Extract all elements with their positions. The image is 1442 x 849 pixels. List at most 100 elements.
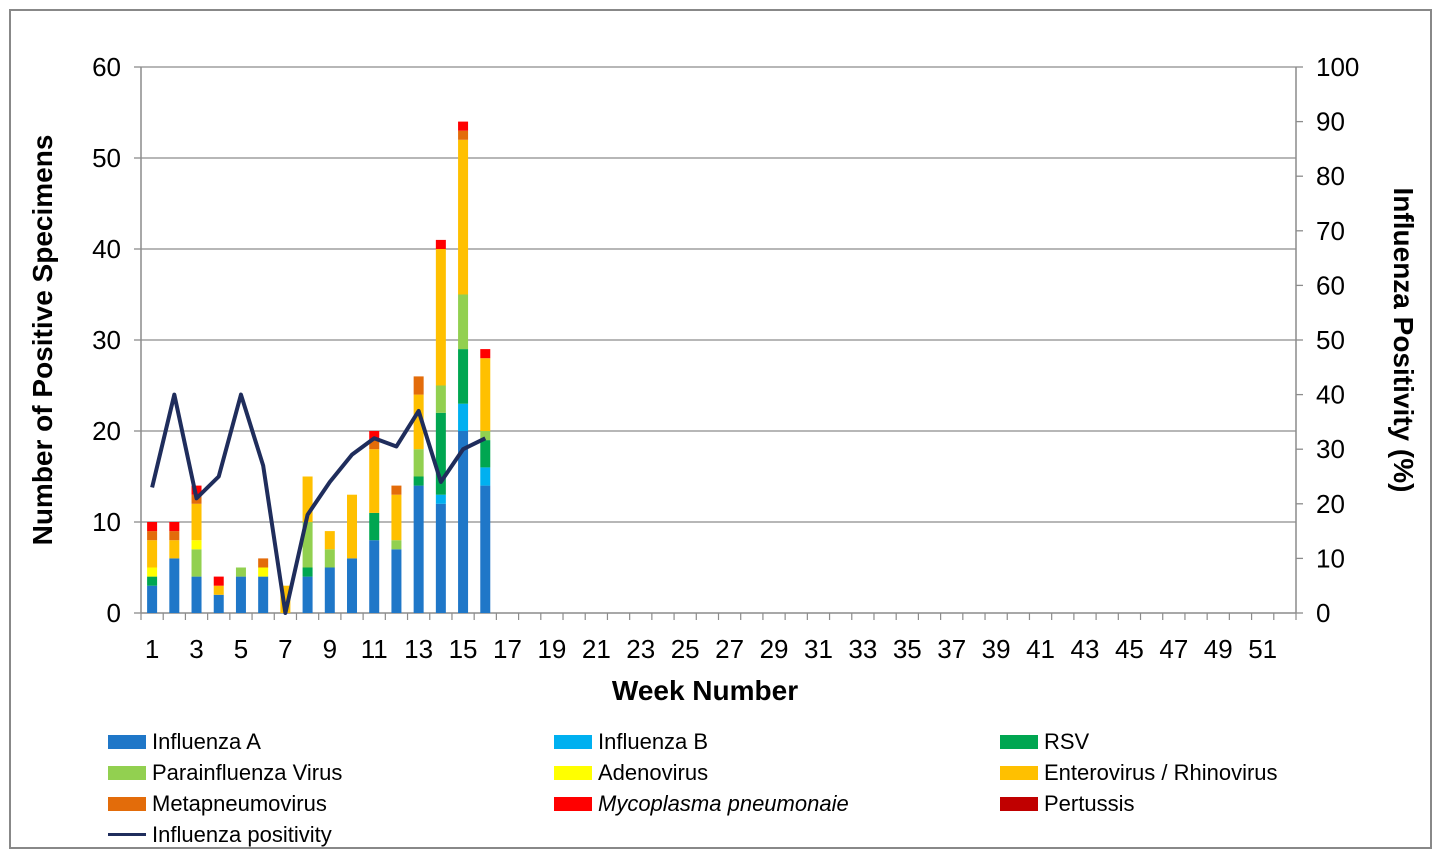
legend-item: Mycoplasma pneumonaie [554, 789, 1000, 818]
y-tick-label: 0 [107, 598, 121, 628]
x-tick-label: 47 [1159, 634, 1188, 664]
x-tick-label: 5 [234, 634, 248, 664]
y2-tick-label: 20 [1316, 489, 1345, 519]
bar-segment [480, 485, 491, 613]
positivity-line-group [150, 392, 487, 615]
y-tick-label: 60 [92, 52, 121, 82]
bar-segment [191, 549, 202, 577]
bar-segment [147, 567, 158, 577]
y2-tick-label: 40 [1316, 380, 1345, 410]
bar-segment [235, 576, 246, 613]
y2-tick-label: 100 [1316, 52, 1359, 82]
legend-item: Metapneumovirus [108, 789, 554, 818]
y2-tick-label: 60 [1316, 270, 1345, 300]
legend-item: Pertussis [1000, 789, 1348, 818]
legend-swatch [1000, 765, 1038, 780]
bar-segment [302, 576, 313, 613]
x-tick-label: 19 [537, 634, 566, 664]
legend-line-swatch [108, 833, 146, 836]
bar-segment [302, 476, 313, 522]
bar-segment [213, 576, 224, 586]
bar-segment [480, 440, 491, 468]
bar-segment [169, 558, 180, 613]
bar-segment [191, 503, 202, 541]
bar-segment [191, 540, 202, 550]
bar-segment [213, 585, 224, 595]
x-tick-label: 11 [361, 634, 388, 664]
bar-segment [169, 540, 180, 559]
x-axis-title: Week Number [612, 675, 798, 706]
x-tick-label: 17 [493, 634, 522, 664]
bar-segment [480, 349, 491, 359]
bar-segment [413, 476, 424, 486]
x-tick-label: 27 [715, 634, 744, 664]
legend-item: Influenza B [554, 727, 1000, 756]
legend-label: Influenza B [598, 728, 709, 754]
x-tick-label: 41 [1026, 634, 1055, 664]
bar-segment [258, 558, 269, 568]
legend-item: Enterovirus / Rhinovirus [1000, 758, 1348, 787]
legend-label: Pertussis [1044, 790, 1135, 816]
bar-segment [435, 494, 446, 504]
bar-segment [413, 449, 424, 477]
bar-segment [347, 494, 358, 559]
bar-segment [458, 130, 469, 140]
bar-segment [413, 485, 424, 613]
x-tick-label: 31 [804, 634, 833, 664]
y2-tick-label: 10 [1316, 543, 1345, 573]
y-tick-label: 10 [92, 507, 121, 537]
x-tick-label: 21 [582, 634, 611, 664]
x-tick-label: 37 [937, 634, 966, 664]
x-tick-label: 35 [893, 634, 922, 664]
x-tick-label: 45 [1115, 634, 1144, 664]
bar-segment [391, 485, 402, 495]
y-tick-label: 20 [92, 416, 121, 446]
legend-label: Influenza positivity [152, 821, 332, 847]
bar-segment [302, 567, 313, 577]
x-tick-label: 39 [982, 634, 1011, 664]
bar-segment [324, 549, 335, 568]
bar-segment [147, 522, 158, 532]
legend-swatch [108, 765, 146, 780]
positivity-line [150, 392, 487, 615]
y2-tick-label: 70 [1316, 216, 1345, 246]
x-tick-label: 7 [278, 634, 292, 664]
y-tick-label: 40 [92, 234, 121, 264]
bar-segment [324, 531, 335, 550]
y2-tick-label: 0 [1316, 598, 1330, 628]
x-tick-label: 3 [189, 634, 203, 664]
bar-segment [480, 431, 491, 441]
x-tick-label: 49 [1204, 634, 1233, 664]
legend-swatch [1000, 734, 1038, 749]
x-tick-label: 25 [671, 634, 700, 664]
x-tick-label: 23 [626, 634, 655, 664]
bar-segment [169, 531, 180, 541]
legend-swatch [108, 796, 146, 811]
bar-segment [258, 576, 269, 613]
bar-segment [191, 576, 202, 613]
bar-segment [147, 540, 158, 568]
bar-segment [169, 522, 180, 532]
legend-swatch [554, 734, 592, 749]
bar-segment [435, 239, 446, 249]
bar-segment [458, 121, 469, 131]
legend-swatch [554, 765, 592, 780]
legend-label: Mycoplasma pneumonaie [598, 790, 849, 816]
bar-segment [324, 567, 335, 613]
bar-segment [435, 385, 446, 413]
y-axis-title: Number of Positive Specimens [27, 135, 58, 546]
x-tick-label: 43 [1071, 634, 1100, 664]
legend-label: Enterovirus / Rhinovirus [1044, 759, 1278, 785]
y2-tick-label: 30 [1316, 434, 1345, 464]
x-tick-label: 29 [760, 634, 789, 664]
bar-segment [147, 576, 158, 586]
legend-label: Metapneumovirus [152, 790, 327, 816]
bar-segment [235, 567, 246, 577]
bar-segment [413, 376, 424, 395]
bar-segment [280, 585, 291, 613]
bar-segment [435, 503, 446, 613]
legend-label: Parainfluenza Virus [152, 759, 343, 785]
bar-segment [347, 558, 358, 613]
